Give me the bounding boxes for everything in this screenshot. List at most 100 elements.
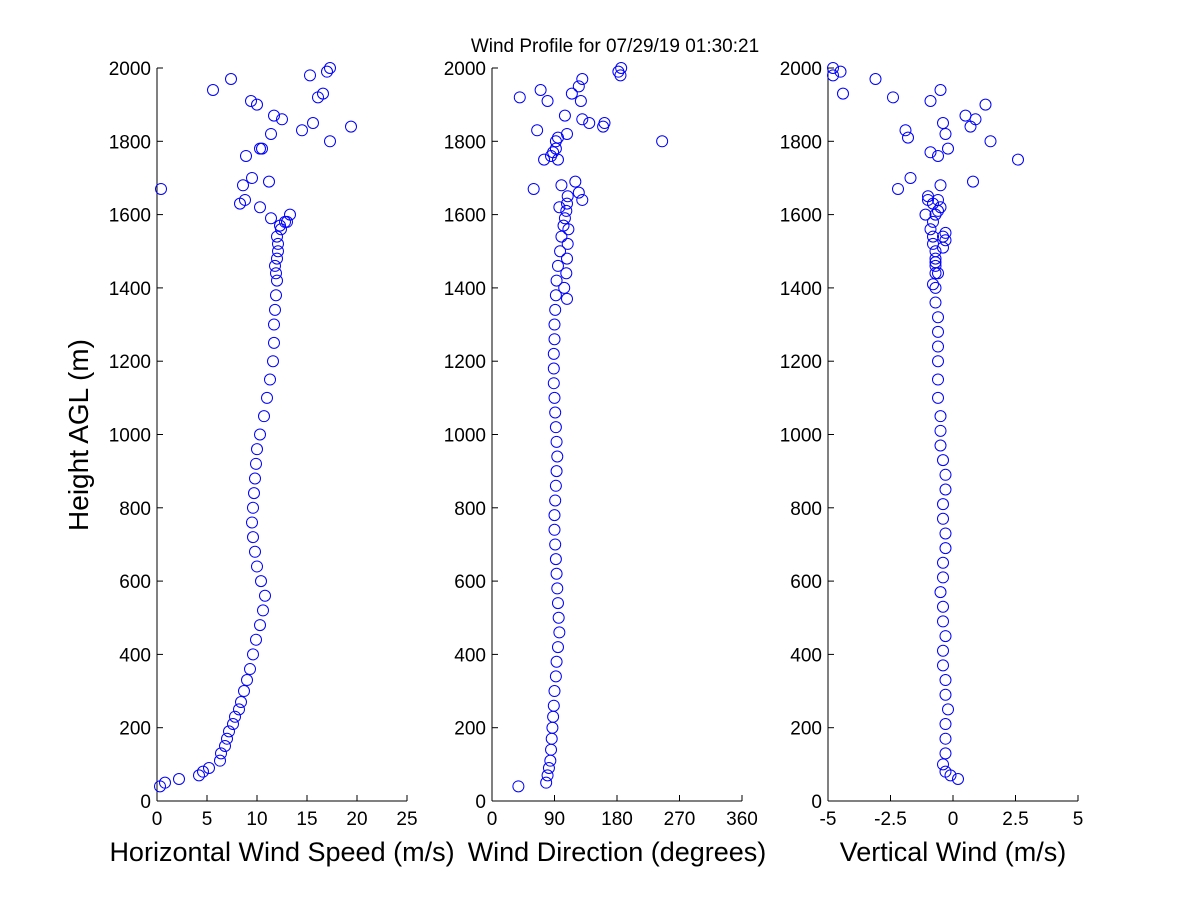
panel-speed: 0 200 400 600 800 1000 1200 1400 1600 1800 2000 0 5 1…	[109, 59, 455, 867]
data-point	[942, 703, 954, 716]
data-point	[547, 362, 560, 375]
scatter-series	[827, 62, 1024, 786]
data-point	[547, 377, 560, 390]
data-point	[939, 688, 952, 701]
data-point	[572, 80, 585, 93]
data-point	[193, 769, 205, 782]
figure-y-axis-label: Height AGL (m)	[63, 339, 94, 531]
data-point	[929, 267, 942, 280]
y-tick-label: 400	[790, 645, 822, 666]
data-point	[247, 648, 259, 661]
x-tick-label: 25	[396, 809, 417, 830]
data-point	[937, 230, 949, 243]
data-point	[561, 197, 573, 210]
data-point	[932, 373, 944, 386]
data-point	[268, 109, 280, 122]
data-point	[547, 699, 560, 712]
x-tick-label: 20	[346, 809, 367, 830]
data-point	[569, 175, 582, 188]
data-point	[572, 186, 585, 199]
data-point	[214, 754, 226, 767]
data-point	[324, 135, 336, 148]
data-point	[964, 120, 977, 133]
data-point	[261, 391, 273, 404]
data-point	[541, 94, 554, 107]
x-axis-label: Vertical Wind (m/s)	[840, 837, 1067, 867]
x-tick-label: 0	[487, 809, 498, 830]
data-point	[267, 355, 279, 368]
data-point	[254, 142, 266, 155]
data-point	[656, 135, 669, 148]
data-point	[937, 644, 949, 657]
x-tick-label: 10	[246, 809, 267, 830]
y-tick-label: 1600	[109, 206, 151, 227]
data-point	[551, 641, 564, 654]
data-point	[929, 281, 942, 294]
data-point	[939, 527, 952, 540]
y-tick-label: 600	[454, 572, 486, 593]
data-point	[576, 193, 589, 206]
data-point	[548, 333, 561, 346]
data-point	[937, 556, 949, 569]
figure-title: Wind Profile for 07/29/19 01:30:21	[471, 36, 759, 57]
data-point	[939, 630, 952, 643]
data-point	[615, 62, 628, 74]
data-point	[952, 773, 964, 786]
data-point	[932, 391, 944, 404]
scatter-series	[512, 62, 669, 793]
y-tick-label: 1600	[444, 206, 486, 227]
data-point	[551, 582, 564, 595]
data-point	[932, 340, 944, 353]
y-tick-label: 1400	[780, 279, 822, 300]
data-point	[513, 91, 526, 104]
y-tick-label: 1000	[780, 426, 822, 447]
data-point	[612, 65, 625, 78]
data-point	[934, 586, 947, 599]
data-point	[512, 780, 525, 793]
y-tick-label: 600	[119, 572, 151, 593]
data-point	[221, 732, 233, 745]
data-point	[307, 116, 319, 129]
y-tick-label: 1200	[444, 352, 486, 373]
data-point	[550, 435, 563, 448]
data-point	[560, 204, 573, 217]
data-point	[939, 483, 952, 496]
data-point	[324, 62, 336, 74]
data-point	[887, 91, 899, 104]
panel-vertical: 0 200 400 600 800 1000 1200 1400 1600 1800 2000 -5 -…	[780, 59, 1084, 867]
data-point	[250, 457, 262, 470]
data-point	[269, 303, 281, 316]
data-point	[892, 182, 904, 195]
data-point	[268, 318, 280, 331]
data-point	[246, 171, 258, 184]
x-tick-label: 2.5	[1002, 809, 1028, 830]
data-point	[317, 87, 329, 100]
data-point	[549, 670, 562, 683]
y-tick-label: 200	[119, 719, 151, 740]
x-tick-label: 5	[202, 809, 213, 830]
data-point	[248, 487, 260, 500]
data-point	[271, 230, 283, 243]
y-tick-label: 1600	[780, 206, 822, 227]
data-point	[548, 523, 561, 536]
data-point	[934, 179, 947, 192]
data-point	[241, 674, 253, 687]
data-point	[552, 611, 565, 624]
data-point	[924, 94, 937, 107]
data-point	[574, 94, 587, 107]
data-point	[254, 428, 266, 441]
data-point	[565, 87, 578, 100]
data-point	[548, 318, 561, 331]
y-tick-label: 0	[140, 792, 151, 813]
data-point	[240, 149, 252, 162]
data-point	[268, 336, 280, 349]
data-point	[551, 450, 564, 463]
data-point	[937, 571, 949, 584]
data-point	[540, 776, 553, 789]
data-point	[827, 62, 839, 74]
data-point	[561, 252, 573, 265]
data-point	[259, 589, 271, 602]
data-point	[238, 685, 250, 698]
data-point	[269, 259, 281, 272]
